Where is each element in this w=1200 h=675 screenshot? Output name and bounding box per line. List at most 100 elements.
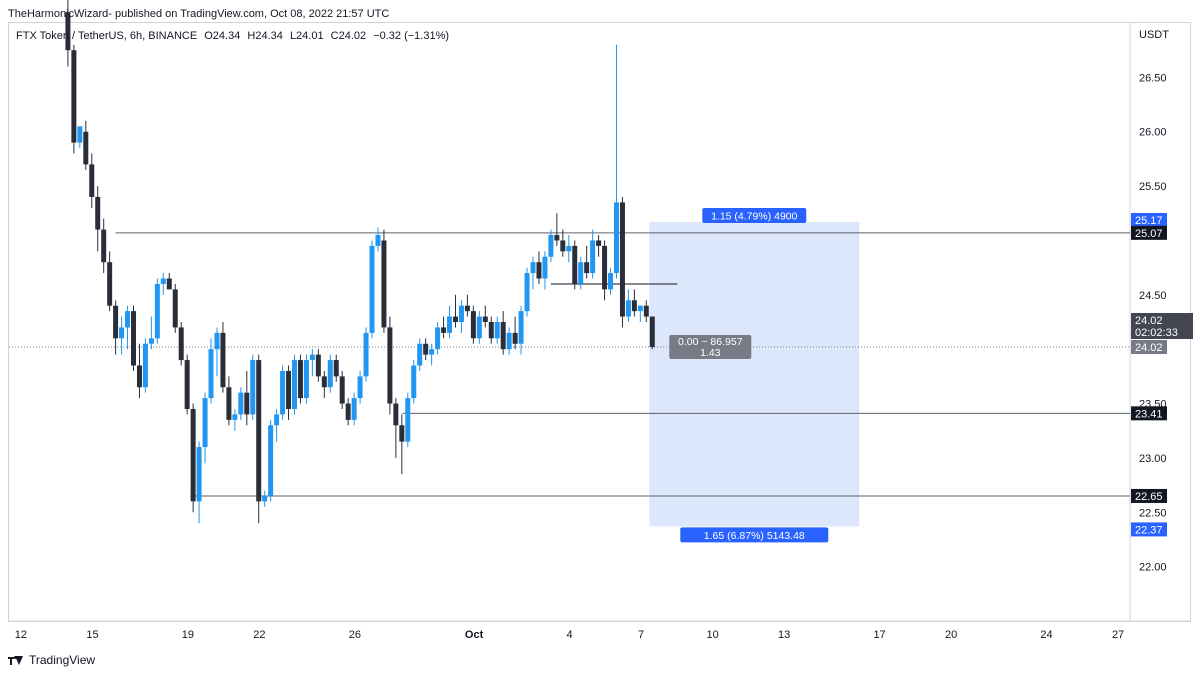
tradingview-logo[interactable]: TradingView: [8, 653, 95, 667]
candle[interactable]: [345, 403, 351, 420]
candle[interactable]: [441, 327, 447, 333]
candle[interactable]: [101, 229, 107, 263]
candle[interactable]: [166, 278, 172, 290]
candle[interactable]: [488, 322, 494, 339]
candle[interactable]: [196, 447, 202, 502]
candle[interactable]: [500, 322, 506, 350]
candle[interactable]: [429, 349, 435, 355]
candle[interactable]: [315, 354, 321, 377]
candle[interactable]: [476, 316, 482, 339]
candle[interactable]: [309, 354, 315, 361]
candle[interactable]: [184, 360, 190, 409]
candle[interactable]: [268, 425, 274, 496]
candle[interactable]: [125, 311, 131, 328]
candle[interactable]: [458, 305, 464, 322]
candle[interactable]: [280, 370, 286, 415]
candle[interactable]: [291, 360, 297, 409]
candle[interactable]: [566, 245, 572, 252]
candle[interactable]: [274, 414, 280, 426]
candle[interactable]: [584, 262, 590, 274]
candle[interactable]: [596, 240, 602, 246]
candle[interactable]: [399, 425, 405, 442]
candle[interactable]: [423, 343, 429, 355]
candle[interactable]: [464, 305, 470, 312]
candle[interactable]: [608, 273, 614, 290]
candle[interactable]: [536, 262, 542, 279]
candle[interactable]: [333, 360, 339, 377]
candle[interactable]: [506, 332, 512, 350]
candle[interactable]: [649, 316, 655, 348]
candle[interactable]: [119, 327, 125, 339]
candle[interactable]: [393, 403, 399, 426]
candle[interactable]: [232, 414, 238, 420]
candle[interactable]: [71, 50, 77, 143]
position-zone[interactable]: [649, 221, 860, 527]
candle[interactable]: [297, 360, 303, 399]
candle[interactable]: [637, 305, 643, 312]
candle[interactable]: [107, 262, 113, 306]
candle[interactable]: [482, 316, 488, 322]
candle[interactable]: [602, 245, 608, 290]
candle[interactable]: [131, 311, 137, 366]
candle[interactable]: [83, 131, 89, 165]
candle[interactable]: [351, 398, 357, 420]
candle[interactable]: [554, 235, 560, 241]
candle[interactable]: [625, 300, 631, 317]
candle[interactable]: [452, 316, 458, 322]
candle[interactable]: [357, 376, 363, 399]
candle[interactable]: [327, 360, 333, 388]
candle[interactable]: [339, 376, 345, 404]
candle[interactable]: [262, 495, 268, 502]
candle[interactable]: [619, 202, 625, 317]
candle[interactable]: [530, 262, 536, 274]
candle[interactable]: [113, 305, 119, 339]
candle[interactable]: [572, 245, 578, 284]
candle[interactable]: [172, 289, 178, 328]
candle[interactable]: [560, 240, 566, 252]
candle[interactable]: [208, 349, 214, 399]
candle[interactable]: [142, 343, 148, 388]
candle[interactable]: [363, 332, 369, 377]
candle[interactable]: [286, 370, 292, 409]
candle[interactable]: [250, 360, 256, 415]
candle[interactable]: [65, 12, 71, 51]
candle[interactable]: [447, 316, 453, 333]
candle[interactable]: [136, 365, 142, 388]
candle[interactable]: [578, 262, 584, 284]
candle[interactable]: [238, 392, 244, 415]
candle[interactable]: [303, 360, 309, 399]
candle[interactable]: [524, 273, 530, 312]
candle[interactable]: [643, 305, 649, 317]
candle[interactable]: [202, 398, 208, 448]
candle[interactable]: [244, 392, 250, 415]
candle[interactable]: [381, 240, 387, 328]
candle[interactable]: [160, 278, 166, 284]
candle[interactable]: [89, 164, 95, 197]
candle[interactable]: [548, 235, 554, 257]
candle[interactable]: [190, 408, 196, 502]
candle[interactable]: [470, 311, 476, 339]
candle[interactable]: [95, 196, 101, 230]
candle[interactable]: [411, 365, 417, 399]
candle[interactable]: [226, 387, 232, 420]
candle[interactable]: [214, 332, 220, 350]
candle[interactable]: [256, 360, 262, 502]
candle[interactable]: [77, 126, 83, 143]
symbol-name[interactable]: FTX Token / TetherUS, 6h, BINANCE: [16, 30, 198, 42]
candle[interactable]: [148, 338, 154, 344]
candle[interactable]: [387, 327, 393, 404]
candle[interactable]: [321, 376, 327, 388]
candle[interactable]: [154, 283, 160, 339]
candle[interactable]: [512, 332, 518, 344]
candle[interactable]: [631, 300, 637, 312]
candle[interactable]: [590, 240, 596, 274]
candle[interactable]: [613, 202, 619, 274]
candle[interactable]: [178, 327, 184, 361]
candle[interactable]: [494, 322, 500, 339]
candle[interactable]: [220, 332, 226, 388]
candle[interactable]: [369, 245, 375, 333]
candle[interactable]: [518, 311, 524, 344]
candle[interactable]: [375, 235, 381, 246]
candle[interactable]: [417, 343, 423, 366]
